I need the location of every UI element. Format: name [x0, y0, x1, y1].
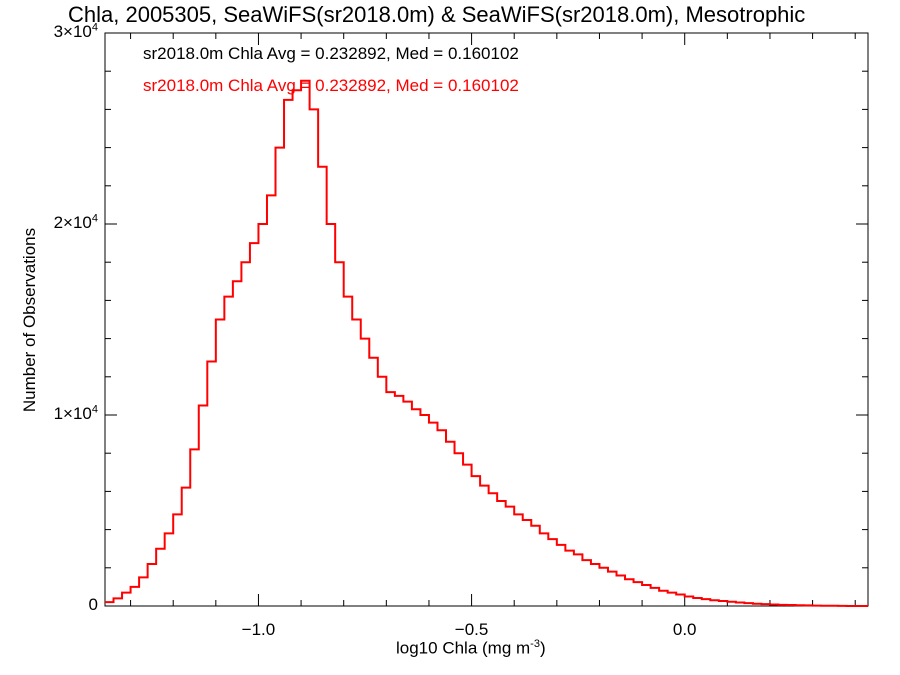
x-tick-label: 0.0 — [672, 620, 697, 639]
x-axis-label: log10 Chla (mg m-3) — [396, 638, 546, 658]
y-tick-label: 0 — [88, 595, 98, 614]
y-tick-label: 2×104 — [53, 212, 98, 232]
histogram-series-0 — [105, 79, 868, 607]
y-tick-label: 3×104 — [53, 21, 98, 41]
x-tick-label: −0.5 — [454, 620, 489, 639]
chart-title: Chla, 2005305, SeaWiFS(sr2018.0m) & SeaW… — [68, 2, 806, 27]
plot-frame — [104, 32, 869, 607]
legend-stat-black: sr2018.0m Chla Avg = 0.232892, Med = 0.1… — [143, 44, 519, 63]
x-tick-label: −1.0 — [241, 620, 276, 639]
y-tick-label: 1×104 — [53, 403, 98, 423]
legend-stat-red: sr2018.0m Chla Avg = 0.232892, Med = 0.1… — [143, 76, 519, 95]
y-axis-label: Number of Observations — [20, 227, 39, 413]
